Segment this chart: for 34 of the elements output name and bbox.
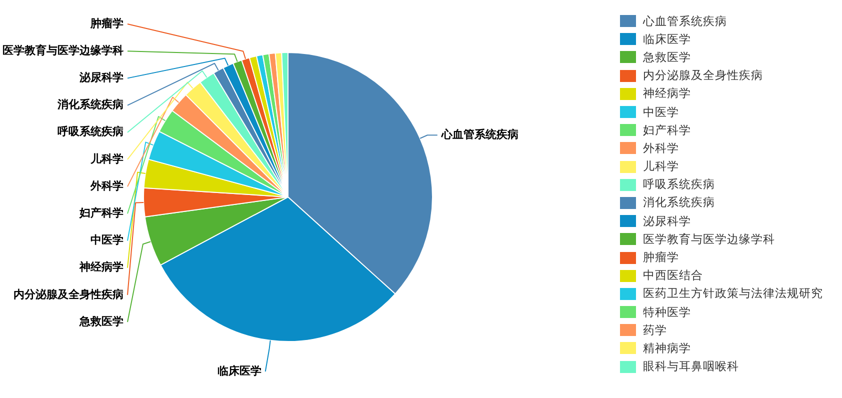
slice-label: 中医学 <box>90 234 124 247</box>
legend-label: 眼科与耳鼻咽喉科 <box>643 359 739 374</box>
slice-label: 呼吸系统疾病 <box>58 125 124 138</box>
legend-label: 儿科学 <box>643 159 679 174</box>
legend-label: 妇产科学 <box>643 122 691 138</box>
legend-label: 神经病学 <box>643 86 691 102</box>
legend-label: 精神病学 <box>643 340 691 356</box>
slice-label: 心血管系统疾病 <box>440 128 518 141</box>
slice-label: 外科学 <box>90 179 124 192</box>
legend-label: 消化系统疾病 <box>643 195 715 210</box>
legend-label: 特种医学 <box>643 304 691 320</box>
slice-label: 医学教育与医学边缘学科 <box>2 44 124 57</box>
slice-label: 神经病学 <box>78 260 124 274</box>
legend-label: 医药卫生方针政策与法律法规研究 <box>643 286 823 302</box>
slice-label: 消化系统疾病 <box>56 98 124 112</box>
legend-label: 医学教育与医学边缘学科 <box>643 232 775 247</box>
slice-label: 急救医学 <box>78 314 124 328</box>
legend-label: 内分泌腺及全身性疾病 <box>643 68 763 84</box>
slice-label: 泌尿科学 <box>78 71 124 84</box>
slice-label: 肿瘤学 <box>90 16 124 30</box>
legend-label: 心血管系统疾病 <box>643 14 727 29</box>
legend-label: 急救医学 <box>643 50 691 65</box>
legend-label: 药学 <box>643 322 667 338</box>
legend-label: 呼吸系统疾病 <box>643 177 715 192</box>
slice-label: 内分泌腺及全身性疾病 <box>14 288 124 301</box>
legend-label: 肿瘤学 <box>643 250 679 266</box>
legend-label: 中西医结合 <box>643 268 703 284</box>
legend-label: 临床医学 <box>643 32 691 47</box>
legend-label: 中医学 <box>643 104 679 120</box>
slice-label: 临床医学 <box>217 364 262 378</box>
legend-label: 泌尿科学 <box>643 214 691 229</box>
slice-label: 儿科学 <box>90 152 124 166</box>
slice-label: 妇产科学 <box>78 206 124 220</box>
legend-label: 外科学 <box>643 140 679 156</box>
